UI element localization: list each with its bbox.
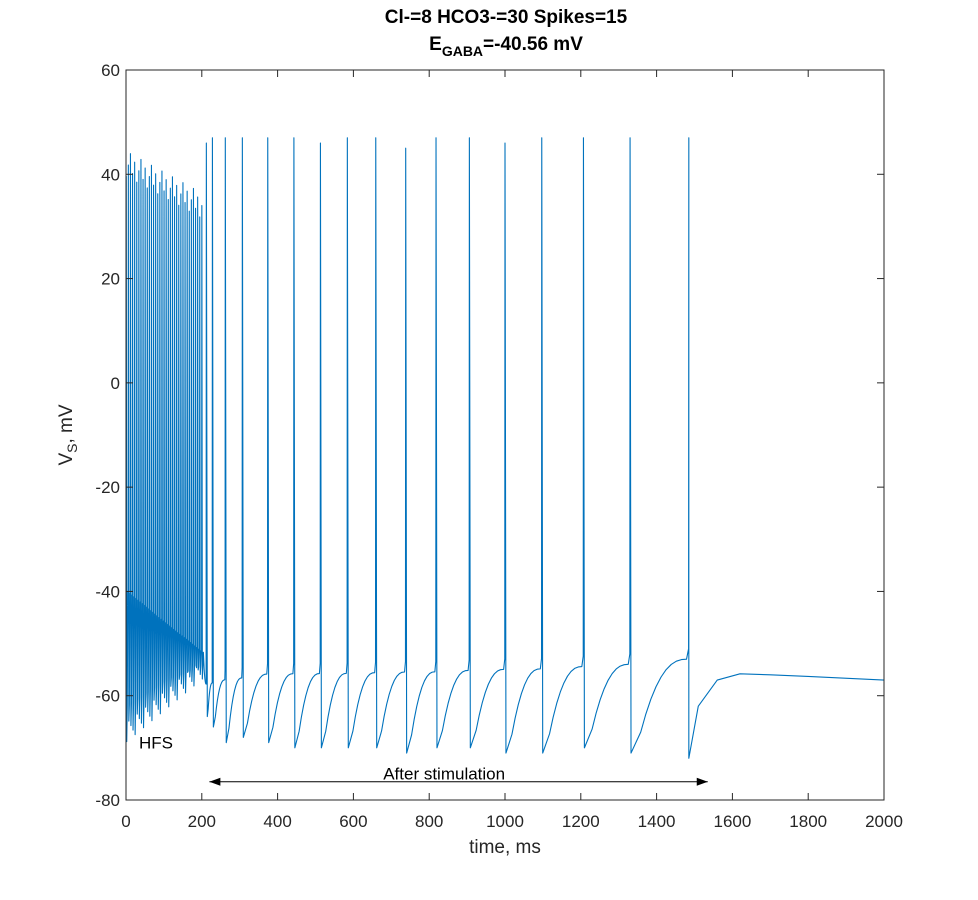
ylabel-sub: S (64, 444, 80, 453)
x-tick-label: 600 (339, 812, 367, 831)
title-egaba-sub: GABA (442, 43, 483, 59)
x-tick-label: 200 (188, 812, 216, 831)
arrow-head-left (209, 777, 221, 786)
x-axis-label: time, ms (469, 837, 541, 858)
x-tick-label: 1600 (713, 812, 751, 831)
voltage-trace (126, 137, 884, 759)
y-tick-label: -80 (95, 791, 120, 810)
x-tick-label: 1400 (638, 812, 676, 831)
y-tick-label: 40 (101, 165, 120, 184)
y-tick-label: 60 (101, 61, 120, 80)
x-tick-label: 800 (415, 812, 443, 831)
arrow-head-right (696, 777, 708, 786)
x-tick-label: 0 (121, 812, 130, 831)
x-tick-label: 2000 (865, 812, 903, 831)
title-egaba-main: E (429, 34, 442, 55)
y-tick-label: -40 (95, 582, 120, 601)
y-axis-ticks: -80 -60 -40 -20 0 20 40 60 (95, 61, 884, 810)
x-tick-label: 1800 (789, 812, 827, 831)
y-tick-label: 0 (111, 374, 120, 393)
plot-area (126, 137, 884, 759)
y-tick-label: 20 (101, 270, 120, 289)
x-axis-ticks: 0 200 400 600 800 1000 1200 1400 1600 1800 2000 (121, 70, 903, 831)
after-stimulation-annotation: After stimulation (383, 765, 505, 784)
title-egaba-value: =-40.56 mV (483, 34, 583, 55)
x-tick-label: 400 (263, 812, 291, 831)
ylabel-rest: , mV (56, 404, 77, 443)
x-tick-label: 1000 (486, 812, 524, 831)
x-tick-label: 1200 (562, 812, 600, 831)
y-tick-label: -60 (95, 687, 120, 706)
y-axis-label: VS, mV (56, 404, 80, 465)
chart-title-line1: Cl-=8 HCO3-=30 Spikes=15 (385, 7, 628, 28)
chart-title-line2: EGABA=-40.56 mV (429, 34, 583, 59)
after-stimulation-arrow (209, 777, 708, 786)
y-tick-label: -20 (95, 478, 120, 497)
hfs-annotation: HFS (139, 734, 173, 753)
ylabel-main: V (56, 453, 77, 466)
